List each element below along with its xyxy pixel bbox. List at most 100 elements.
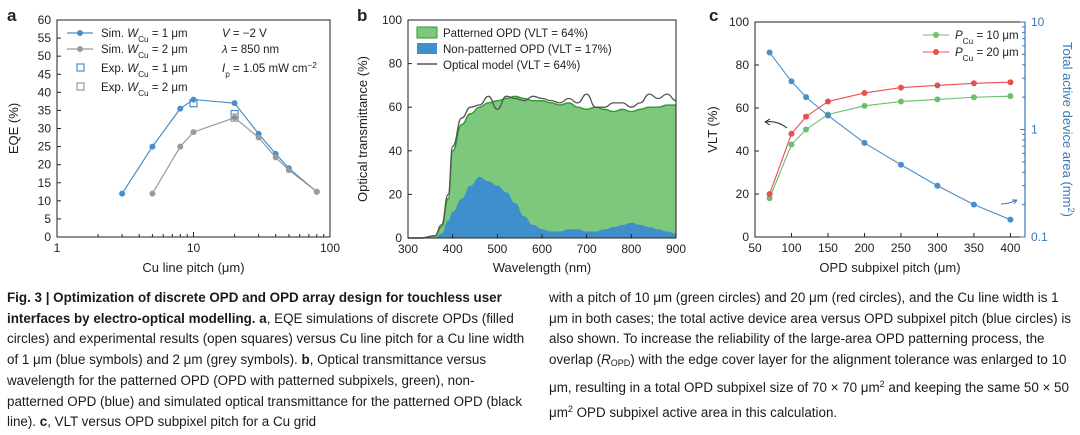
legend-marker (933, 32, 939, 38)
data-point (1007, 93, 1014, 100)
legend-square (76, 82, 85, 91)
legend-entry-part: = 1 μm (149, 28, 188, 40)
y-tick-label: 0 (44, 230, 51, 244)
legend-entry-part: Cu (138, 35, 149, 44)
caption-b-label: b (301, 352, 310, 368)
y2-axis-label-part: ) (1060, 213, 1075, 217)
chart-b: 0 20 40 60 80 100 300 400 500 600 700 800 900 Wavelen… (355, 13, 686, 275)
data-point (803, 126, 810, 133)
data-point (861, 139, 868, 146)
data-point (861, 102, 868, 109)
caption-right: with a pitch of 10 μm (green circles) an… (549, 288, 1073, 423)
legend-marker (77, 30, 83, 36)
legend-entry-part: Exp. (101, 82, 127, 94)
x-tick-label: 500 (487, 242, 507, 256)
patterned-opd-edge (407, 95, 676, 239)
y-tick-label: 20 (736, 187, 750, 201)
data-point (766, 191, 773, 197)
y-tick-label: 10 (38, 194, 52, 208)
non-patterned-opd-area (408, 176, 676, 238)
panel-a-label: a (7, 6, 17, 25)
caption-r-subscript: OPD (610, 358, 631, 369)
annotation-intensity-part: I (222, 63, 226, 75)
legend-entry: Optical model (VLT = 64%) (443, 60, 580, 72)
data-point (970, 80, 977, 87)
data-point (177, 143, 184, 150)
caption-text: ) with the edge cover layer for the alig… (549, 352, 1067, 395)
data-point (934, 182, 941, 189)
y2-tick-label: 10 (1031, 15, 1045, 29)
x-axis-label: Wavelength (nm) (493, 260, 592, 275)
legend-entry-part: Exp. (101, 63, 127, 75)
y-axis-label: VLT (%) (705, 106, 720, 152)
panel-c: c 0 20 40 60 80 100 50 100 150 200 250 300 350 400 0.1… (695, 0, 1080, 278)
legend-entry-part: Cu (963, 54, 974, 63)
caption-text: with a pitch of 10 μm (green circles) an… (549, 290, 1071, 368)
data-point (231, 100, 238, 107)
legend-entry-part: = 1 μm (149, 63, 188, 75)
legend-marker (77, 46, 83, 52)
x-tick-label: 50 (748, 241, 762, 255)
chart-c: 0 20 40 60 80 100 50 100 150 200 250 300 350 400 0.1 1 1… (705, 15, 1076, 275)
legend-entry: PCu = 20 μm (955, 47, 1019, 63)
panel-a: a 0 5 10 15 20 25 30 35 40 45 50 55 60 1 10 100 Cu line … (0, 0, 345, 278)
data-square (230, 113, 239, 122)
x-tick-label: 150 (818, 241, 838, 255)
x-tick-label: 700 (577, 242, 597, 256)
x-tick-label: 10 (187, 241, 201, 255)
caption-c-label: c (39, 414, 48, 430)
legend-swatch-green (416, 26, 438, 39)
data-square (189, 99, 198, 108)
right-axis-arrowhead (1012, 199, 1018, 205)
y-tick-label: 60 (38, 13, 52, 27)
legend-swatch-blue (417, 43, 437, 54)
data-point (190, 129, 197, 136)
data-point (897, 161, 904, 168)
legend-entry-part: = 10 μm (973, 30, 1018, 42)
x-tick-label: 350 (964, 241, 984, 255)
x-tick-label: 400 (1000, 241, 1020, 255)
caption-a-label: a (255, 310, 267, 326)
y-tick-label: 25 (38, 140, 52, 154)
annotation-voltage-part: V (222, 28, 231, 40)
y-tick-label: 60 (736, 101, 750, 115)
y2-axis-label: Total active device area (mm2) (1060, 42, 1076, 217)
y-tick-label: 45 (38, 67, 52, 81)
y-tick-label: 15 (38, 176, 52, 190)
y-tick-label: 40 (38, 85, 52, 99)
legend-entry: Non-patterned OPD (VLT = 17%) (443, 44, 612, 56)
x-tick-label: 800 (621, 242, 641, 256)
x-tick-label: 100 (781, 241, 801, 255)
legend-entry-part: P (955, 47, 963, 59)
legend-entry: Sim. WCu = 2 μm (101, 44, 188, 60)
legend-entry: PCu = 10 μm (955, 30, 1019, 46)
legend-entry-part: W (127, 82, 139, 94)
legend-square (76, 63, 85, 72)
legend-entry: Exp. WCu = 2 μm (101, 82, 188, 98)
left-axis-arrow (764, 121, 788, 129)
data-point (313, 188, 320, 195)
legend-entry-part: W (127, 44, 139, 56)
data-point (824, 98, 831, 105)
data-point (788, 78, 795, 85)
data-point (788, 141, 795, 148)
caption-text: and keeping the same 50 × 50 μm (549, 379, 1069, 420)
data-point (803, 113, 810, 120)
y-tick-label: 100 (729, 15, 749, 29)
legend-entry-part: W (127, 63, 139, 75)
panel-b-label: b (357, 6, 368, 25)
data-point (1007, 216, 1014, 223)
legend-entry-part: W (127, 28, 139, 40)
y2-tick-label: 0.1 (1031, 230, 1048, 244)
caption-left: Fig. 3 | Optimization of discrete OPD an… (7, 288, 527, 433)
data-point (272, 154, 279, 161)
data-point (788, 130, 795, 137)
y-tick-label: 5 (44, 212, 51, 226)
caption-heading: Fig. 3 | Optimization of discrete OPD an… (7, 290, 502, 326)
data-point (1007, 79, 1014, 86)
caption-superscript: 2 (879, 378, 885, 389)
x-tick-label: 400 (443, 242, 463, 256)
chart-a: 0 5 10 15 20 25 30 35 40 45 50 55 60 1 10 100 Cu line pi… (6, 13, 340, 275)
y-tick-label: 40 (389, 144, 403, 158)
data-point (119, 190, 126, 197)
